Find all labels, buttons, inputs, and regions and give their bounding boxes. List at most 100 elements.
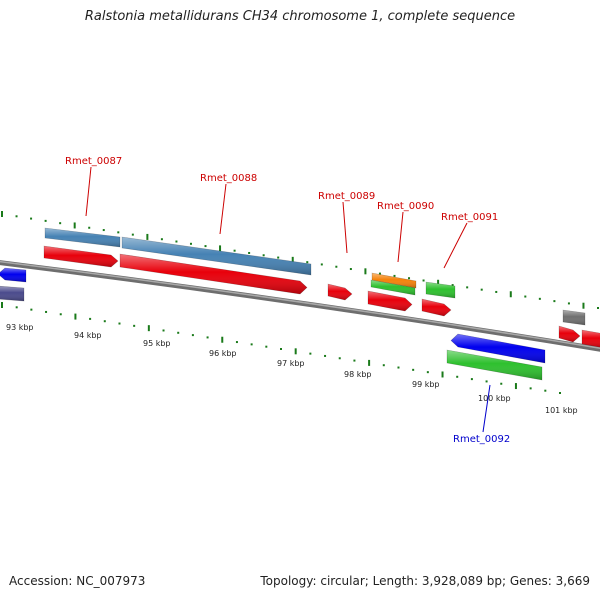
gene-rmet-0087-shading [43,245,119,268]
inner-minor-tick [250,343,253,346]
outer-minor-tick [189,242,192,245]
outer-minor-tick [553,300,556,303]
gene-label: Rmet_0092 [453,434,510,445]
gene-label: Rmet_0090 [377,201,434,212]
inner-minor-tick [529,387,532,390]
scale-label: 93 kbp [6,323,34,332]
feature-layer [0,227,600,381]
feature-red-4-shading [558,325,581,343]
gene-rmet-0092-shading [450,333,546,364]
outer-minor-tick [30,217,33,220]
outer-minor-tick [306,261,309,264]
scale-label: 95 kbp [143,339,171,348]
gene-label-leader [482,384,491,433]
outer-minor-tick [175,240,178,243]
inner-minor-tick [338,357,341,360]
inner-minor-tick [500,382,503,385]
chromosome-backbone-highlight [0,260,600,349]
outer-minor-tick [495,290,498,293]
outer-minor-tick [233,249,236,252]
gene-label: Rmet_0088 [200,173,257,184]
scale-label: 101 kbp [545,406,578,415]
outer-minor-tick [393,274,396,277]
backbone-layer [0,260,600,352]
outer-minor-tick [117,231,120,234]
gene-label: Rmet_0087 [65,156,122,167]
inner-minor-tick [485,380,488,383]
inner-minor-tick [324,354,327,357]
inner-minor-tick [265,345,268,348]
outer-minor-tick [204,245,207,248]
label-layer: 93 kbp 94 kbp 95 kbp 96 kbp 97 kbp 98 kbp 99 k… [6,156,578,445]
accession-text: Accession: NC_007973 [9,574,146,588]
outer-minor-tick [538,297,541,300]
tick-layer [1,211,599,394]
gene-rmet-0090-shading [367,290,413,312]
gene-label-leader [219,183,227,235]
outer-minor-tick [466,286,469,289]
feature-steelblue-1-shading [44,227,121,248]
inner-minor-tick [15,306,18,309]
scale-label: 94 kbp [74,331,102,340]
scale-label: 97 kbp [277,359,305,368]
outer-minor-tick [131,233,134,236]
feature-gray-shading [562,309,586,326]
inner-minor-tick [103,320,106,323]
outer-minor-tick [451,284,454,287]
outer-minor-tick [277,256,280,259]
outer-minor-tick [480,288,483,291]
gene-label-leader [85,166,92,217]
inner-minor-tick [559,392,561,394]
scale-label: 100 kbp [478,394,511,403]
outer-minor-tick [378,272,381,275]
gene-label-leader [443,222,468,269]
inner-minor-tick [133,324,136,327]
inner-minor-tick [309,352,312,355]
scale-label: 99 kbp [412,380,440,389]
feature-green-1-shading [370,279,416,296]
feature-red-5-shading [581,329,600,348]
inner-minor-tick [162,329,165,332]
inner-minor-tick [45,310,48,313]
scale-label: 96 kbp [209,349,237,358]
gene-rmet-0088-shading [119,253,308,295]
inner-minor-tick [353,359,356,362]
inner-minor-tick [470,378,473,381]
inner-minor-tick [89,317,92,320]
inner-minor-tick [397,366,400,369]
outer-minor-tick [102,229,105,232]
outer-minor-tick [44,219,47,222]
inner-minor-tick [382,364,385,367]
topology-summary: Topology: circular; Length: 3,928,089 bp… [260,574,590,588]
inner-minor-tick [177,331,180,334]
inner-minor-tick [280,348,282,350]
outer-minor-tick [59,222,62,225]
outer-minor-tick [422,279,425,282]
outer-minor-tick [597,307,599,309]
gene-label: Rmet_0091 [441,212,498,223]
outer-minor-tick [567,302,570,305]
inner-minor-tick [426,371,429,374]
outer-minor-tick [262,254,265,257]
feature-blue-left-shading [0,267,27,283]
scale-label: 98 kbp [344,370,372,379]
outer-minor-tick [15,215,18,218]
inner-minor-tick [544,389,547,392]
outer-minor-tick [524,295,527,298]
inner-minor-tick [118,322,121,325]
outer-minor-tick [248,251,251,254]
outer-minor-tick [408,277,411,280]
inner-minor-tick [191,334,194,337]
feature-steelblue-2-shading [121,236,312,276]
inner-minor-tick [206,336,209,339]
gene-label: Rmet_0089 [318,191,375,202]
outer-minor-tick [320,263,323,266]
inner-minor-tick [456,375,459,378]
inner-minor-tick [30,308,33,311]
feature-orange-shading [371,272,417,289]
map-title: Ralstonia metallidurans CH34 chromosome … [84,9,516,24]
chromosome-backbone [0,260,600,352]
outer-minor-tick [88,226,91,229]
feature-navy-left-shading [0,285,25,302]
